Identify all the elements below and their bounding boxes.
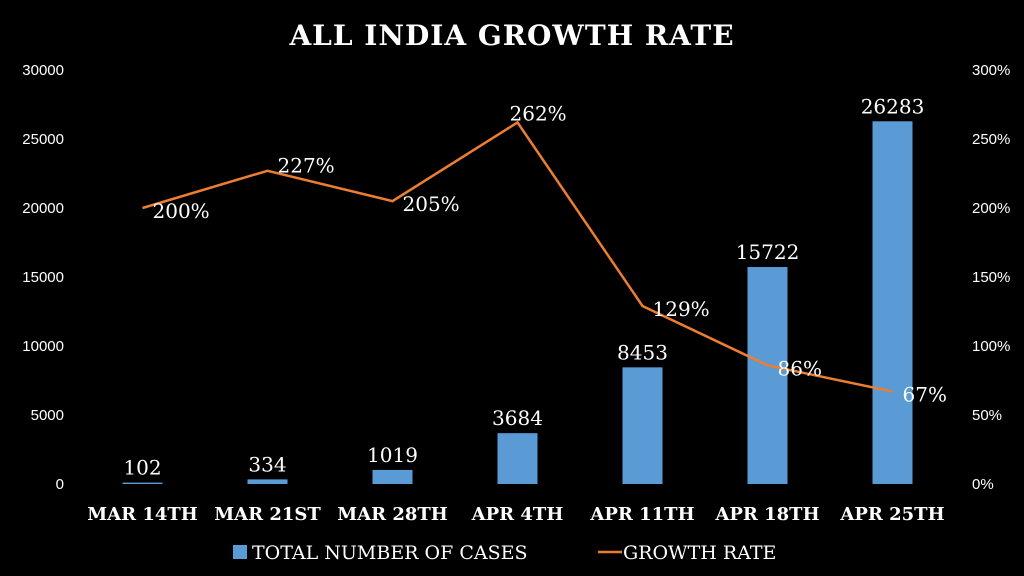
line-data-label: 129% bbox=[653, 297, 710, 321]
right-axis-tick: 0% bbox=[972, 476, 994, 493]
legend-label-cases: TOTAL NUMBER OF CASES bbox=[252, 542, 528, 564]
right-axis-tick: 200% bbox=[972, 200, 1010, 217]
line-data-label: 67% bbox=[903, 383, 947, 407]
legend-label-growth: GROWTH RATE bbox=[623, 542, 776, 564]
right-axis-tick: 300% bbox=[972, 62, 1010, 79]
left-axis-tick: 5000 bbox=[31, 407, 64, 424]
bar bbox=[247, 479, 288, 484]
bar bbox=[122, 482, 163, 484]
legend-swatch-cases bbox=[233, 545, 247, 559]
x-axis-tick: APR 11TH bbox=[589, 504, 694, 525]
line-data-label: 227% bbox=[278, 154, 335, 178]
x-axis-tick: MAR 28TH bbox=[337, 504, 448, 525]
left-axis-tick: 20000 bbox=[22, 200, 64, 217]
bar-data-label: 3684 bbox=[492, 406, 543, 430]
bar-data-label: 334 bbox=[248, 452, 286, 476]
line-data-label: 86% bbox=[778, 356, 822, 380]
x-axis-tick: APR 25TH bbox=[839, 504, 944, 525]
x-axis-tick: MAR 14TH bbox=[87, 504, 198, 525]
left-axis-tick: 15000 bbox=[22, 269, 64, 286]
legend: TOTAL NUMBER OF CASES GROWTH RATE bbox=[233, 542, 776, 564]
growth-rate-line bbox=[142, 120, 893, 393]
bar bbox=[622, 367, 663, 484]
left-axis-tick: 30000 bbox=[22, 62, 64, 79]
line-data-label: 200% bbox=[153, 199, 210, 223]
right-axis-tick: 250% bbox=[972, 131, 1010, 148]
bar-data-label: 102 bbox=[123, 456, 161, 480]
bar bbox=[747, 267, 788, 484]
right-axis-tick: 50% bbox=[972, 407, 1002, 424]
left-axis-tick: 25000 bbox=[22, 131, 64, 148]
right-axis-tick: 100% bbox=[972, 338, 1010, 355]
line-data-label: 205% bbox=[403, 192, 460, 216]
chart-title: ALL INDIA GROWTH RATE bbox=[288, 19, 734, 52]
x-axis-tick: APR 4TH bbox=[471, 504, 564, 525]
bar bbox=[497, 433, 538, 484]
bar-data-label: 8453 bbox=[617, 340, 668, 364]
bar-data-label: 26283 bbox=[861, 94, 925, 118]
bar bbox=[372, 469, 413, 484]
x-axis-tick: MAR 21ST bbox=[214, 504, 321, 525]
line-data-label: 262% bbox=[510, 101, 567, 125]
left-axis-tick: 10000 bbox=[22, 338, 64, 355]
bar-data-label: 1019 bbox=[367, 443, 418, 467]
bar bbox=[872, 121, 913, 484]
left-axis-tick: 0 bbox=[56, 476, 64, 493]
x-axis-tick: APR 18TH bbox=[714, 504, 819, 525]
bar-data-label: 15722 bbox=[736, 240, 800, 264]
right-axis-tick: 150% bbox=[972, 269, 1010, 286]
